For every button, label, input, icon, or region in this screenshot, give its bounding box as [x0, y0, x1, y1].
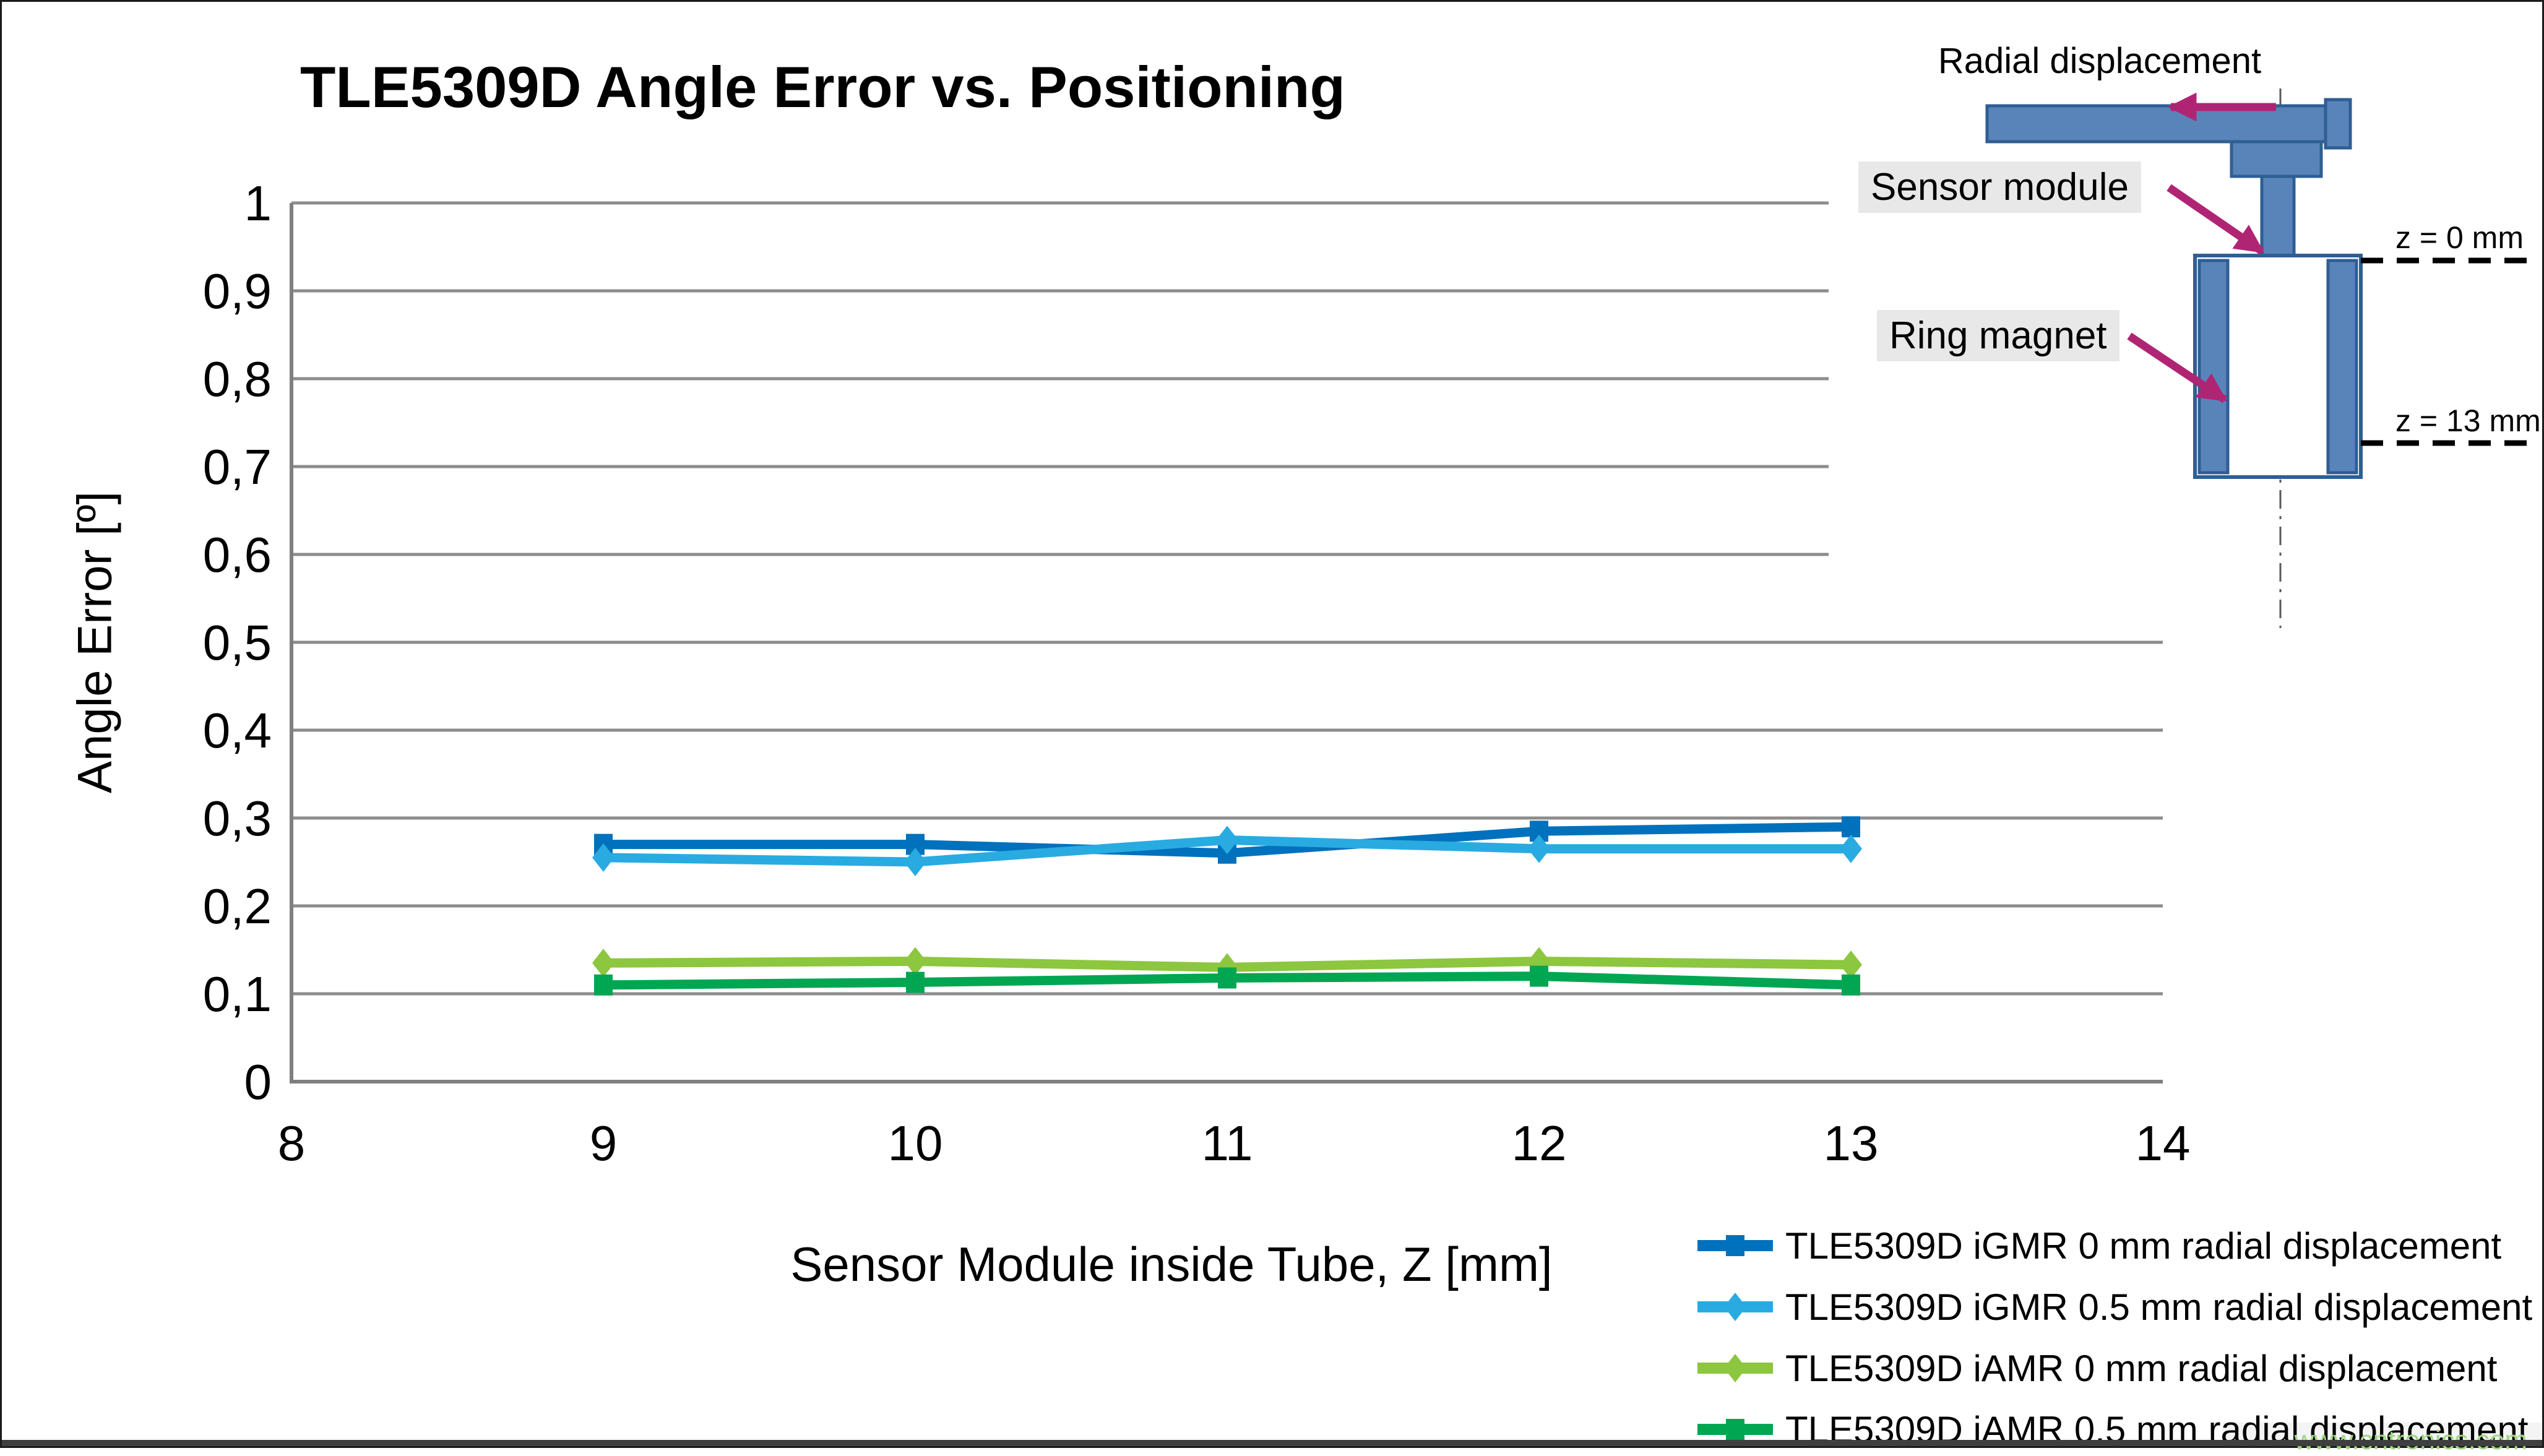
x-tick-label: 14	[2136, 1116, 2191, 1171]
data-point-diamond	[592, 843, 614, 872]
y-tick-label: 0,5	[203, 615, 272, 670]
ring-magnet-label: Ring magnet	[1877, 310, 2119, 361]
legend-item-0: TLE5309D iGMR 0 mm radial displacement	[1697, 1225, 2501, 1267]
x-tick-label: 11	[1201, 1116, 1253, 1171]
y-axis-title: Angle Error [º]	[67, 491, 122, 793]
data-point-square	[594, 974, 613, 996]
data-point-square	[1842, 816, 1860, 838]
data-point-square	[1726, 1235, 1744, 1256]
diagram-arm-cap	[2324, 98, 2352, 150]
x-tick-label: 12	[1512, 1116, 1567, 1171]
data-point-diamond	[1724, 1354, 1746, 1382]
diagram-backdrop	[1829, 174, 2540, 640]
x-tick-label: 13	[1824, 1116, 1879, 1171]
data-point-diamond	[904, 947, 926, 976]
data-point-square	[1842, 974, 1860, 996]
z13-annotation: z = 13 mm	[2395, 403, 2541, 438]
data-point-square	[1530, 965, 1548, 987]
x-tick-label: 10	[888, 1116, 943, 1171]
legend-label: TLE5309D iAMR 0 mm radial displacement	[1785, 1348, 2498, 1389]
legend-label: TLE5309D iGMR 0 mm radial displacement	[1785, 1225, 2501, 1267]
data-point-square	[1218, 967, 1236, 989]
y-tick-label: 0	[244, 1054, 272, 1109]
legend-label: TLE5309D iGMR 0.5 mm radial displacement	[1785, 1286, 2532, 1328]
y-tick-label: 0,7	[203, 439, 272, 494]
sensor-module-arrow	[2167, 184, 2265, 255]
ring-magnet-arrow	[2127, 332, 2228, 403]
y-tick-label: 0,1	[203, 967, 272, 1022]
y-tick-label: 0,3	[203, 791, 272, 846]
bottom-border-bar	[2, 1440, 2542, 1446]
data-point-diamond	[1528, 834, 1550, 863]
chart-title: TLE5309D Angle Error vs. Positioning	[300, 54, 1345, 119]
x-axis-title: Sensor Module inside Tube, Z [mm]	[790, 1237, 1553, 1291]
data-point-diamond	[1840, 950, 1862, 980]
y-tick-label: 1	[244, 176, 272, 231]
y-tick-label: 0,4	[203, 703, 272, 758]
data-point-square	[906, 971, 925, 993]
sensor-module-label: Sensor module	[1858, 162, 2142, 213]
data-point-diamond	[1840, 834, 1862, 863]
series-3	[594, 965, 1860, 996]
y-tick-label: 0,2	[203, 879, 272, 934]
diagram-hub-block	[2230, 140, 2323, 178]
series-1	[592, 825, 1862, 876]
legend-item-2: TLE5309D iAMR 0 mm radial displacement	[1697, 1348, 2498, 1389]
radial-displacement-label: Radial displacement	[1938, 41, 2262, 81]
x-tick-label: 8	[278, 1116, 306, 1171]
data-point-diamond	[1216, 825, 1238, 855]
z0-annotation: z = 0 mm	[2395, 220, 2524, 255]
y-tick-label: 0,8	[203, 351, 272, 407]
legend-item-1: TLE5309D iGMR 0.5 mm radial displacement	[1697, 1286, 2532, 1328]
ring-magnet-left-wall	[2197, 259, 2230, 475]
sensor-rod	[2260, 174, 2296, 260]
diagram-arm	[1985, 104, 2329, 144]
x-tick-label: 9	[590, 1116, 618, 1171]
data-point-diamond	[1724, 1293, 1746, 1321]
data-point-square	[1726, 1419, 1744, 1440]
ring-magnet-right-wall	[2326, 259, 2358, 475]
data-point-diamond	[904, 848, 926, 876]
y-tick-label: 0,9	[203, 264, 272, 319]
y-tick-label: 0,6	[203, 527, 272, 582]
data-point-diamond	[592, 949, 614, 978]
